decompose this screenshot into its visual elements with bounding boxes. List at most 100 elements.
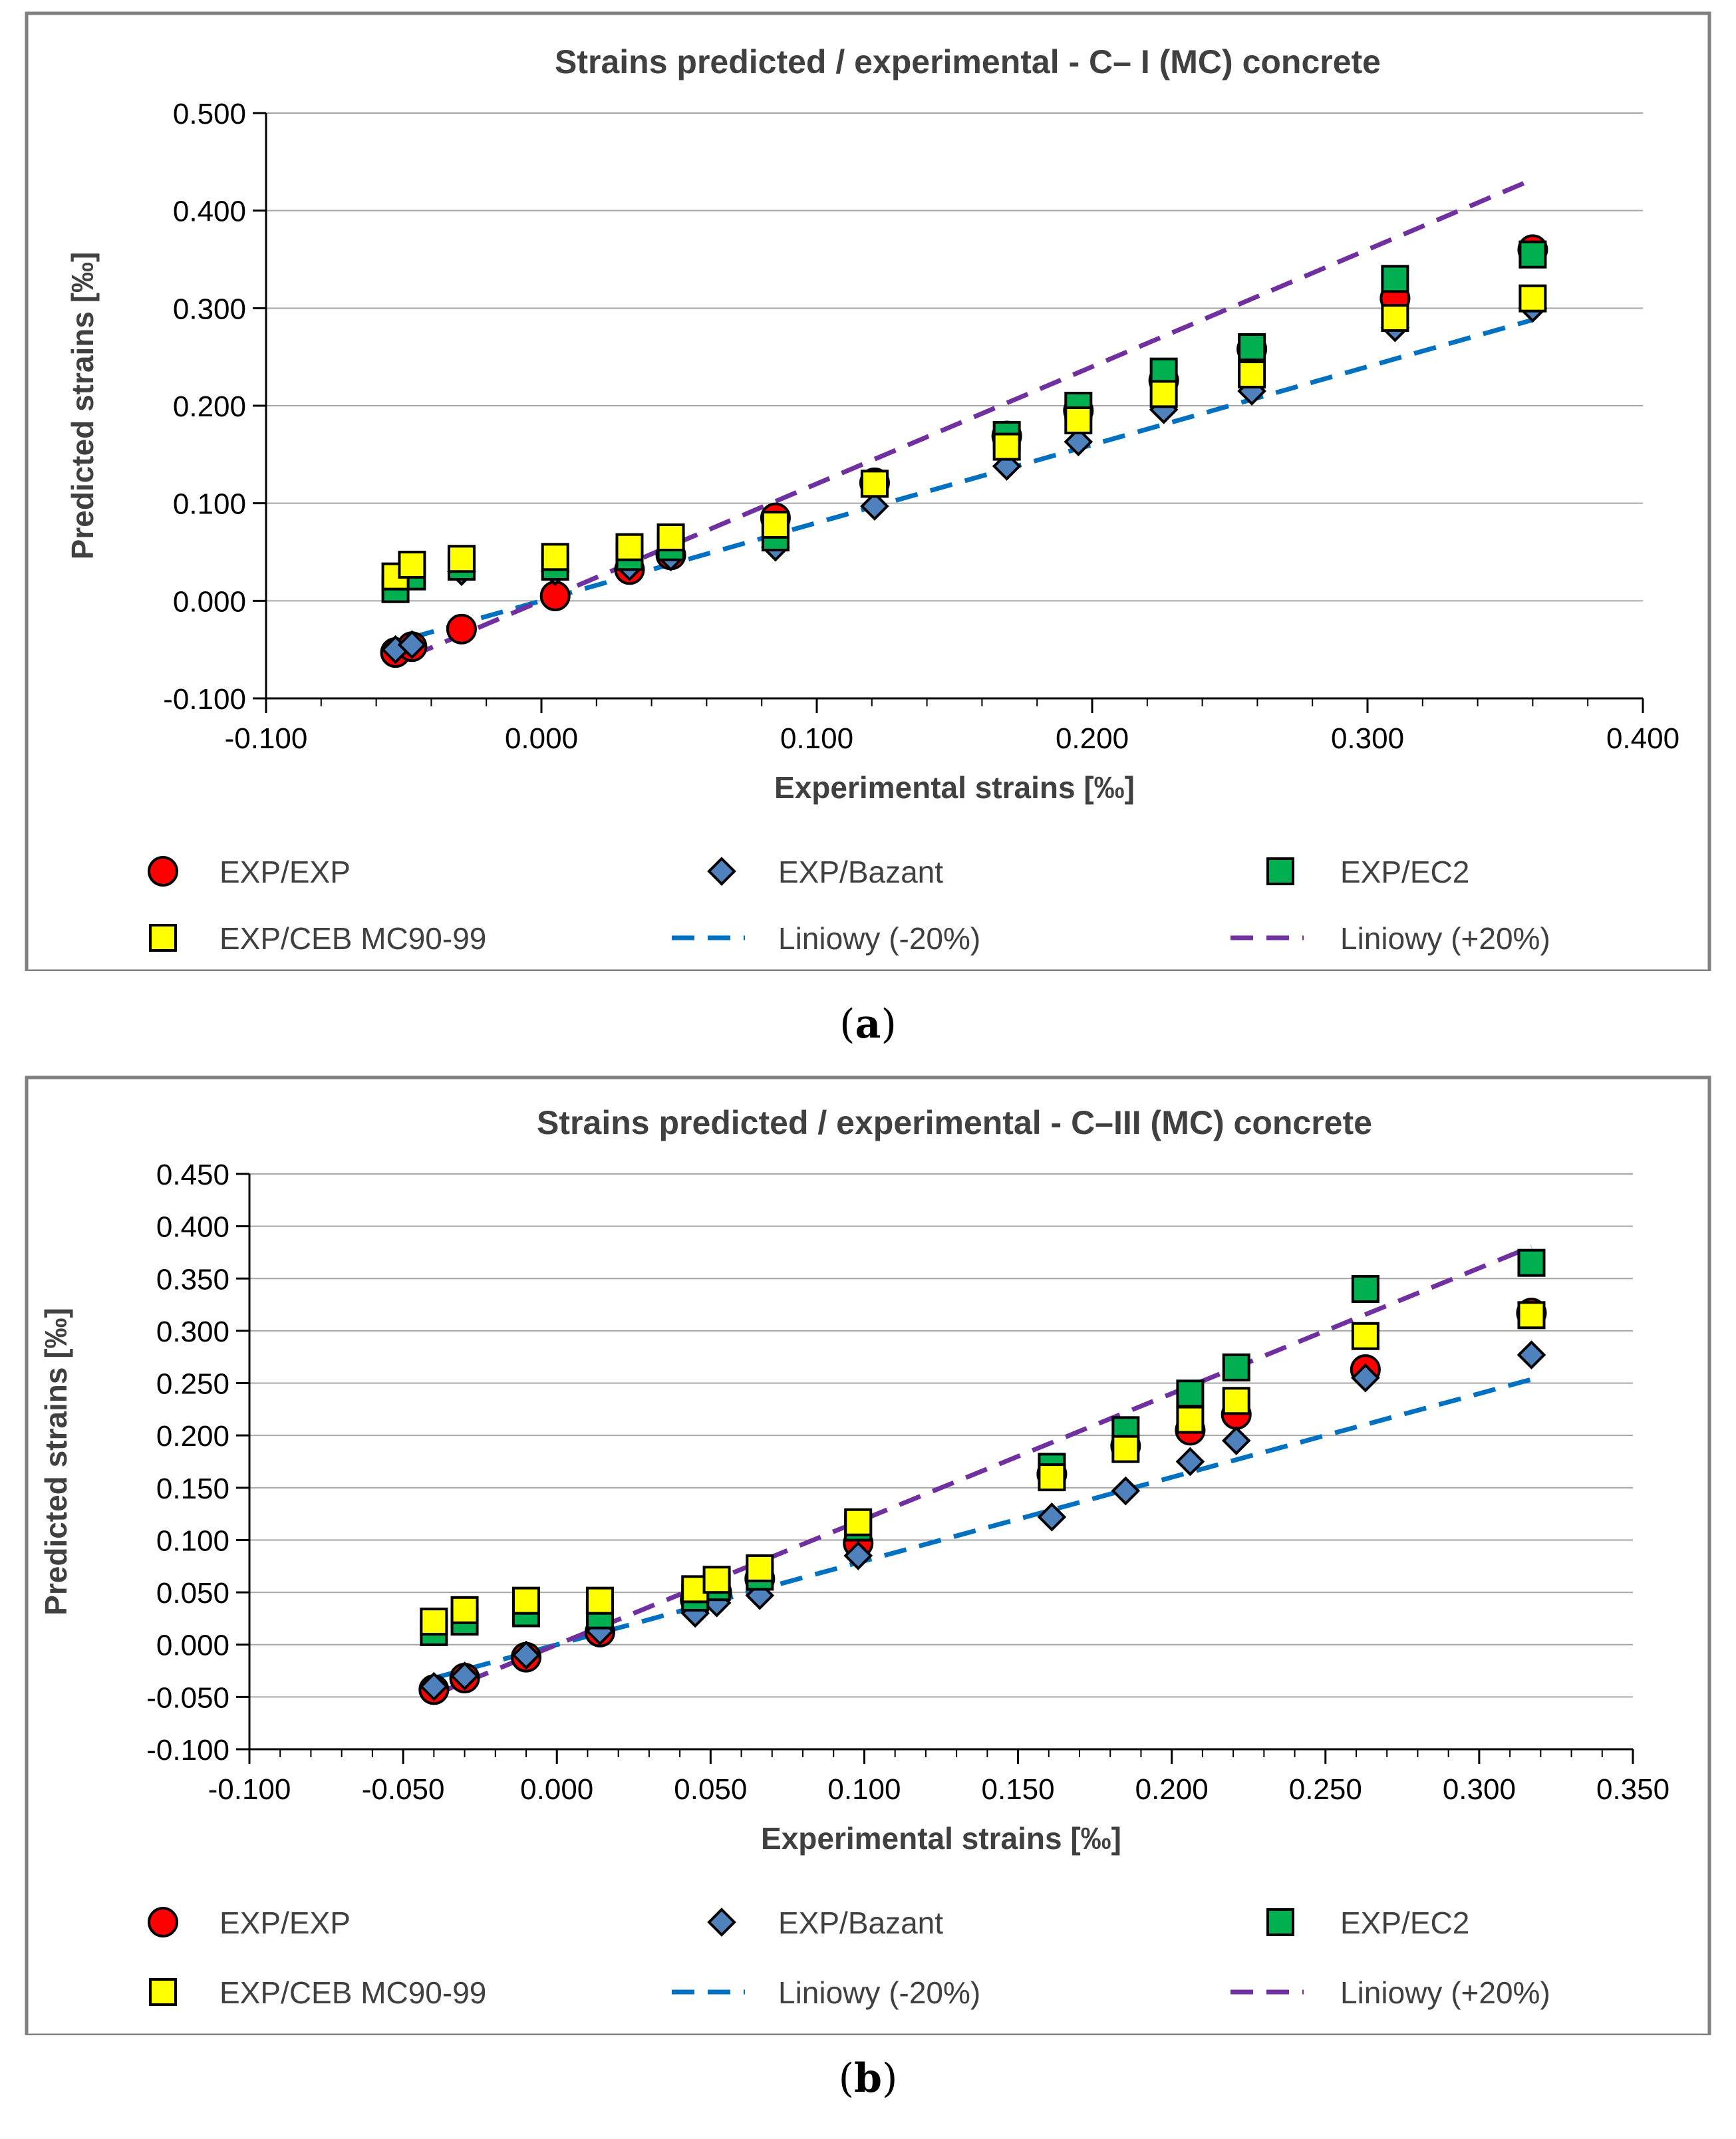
x-tick-label: -0.050 <box>362 1773 445 1806</box>
legend-item-exp-bazant: EXP/Bazant <box>707 1906 943 1940</box>
exp-ec2-point-11 <box>1222 1353 1250 1381</box>
liniowy-20-line <box>433 1377 1532 1681</box>
y-axis-label: Predicted strains [‰] <box>39 1308 73 1616</box>
legend-label: Liniowy (+20%) <box>1340 921 1550 956</box>
y-tick-label: 0.150 <box>156 1473 229 1505</box>
legend-item-liniowy-20: Liniowy (-20%) <box>672 1975 980 2010</box>
exp-ceb-mc90-99-point-13 <box>1519 284 1547 313</box>
legend-label: EXP/EXP <box>219 855 351 889</box>
legend-item-exp-ec2: EXP/EC2 <box>1266 1906 1469 1940</box>
x-tick-label: -0.100 <box>225 722 308 755</box>
exp-ceb-mc90-99-point-9 <box>1111 1435 1140 1463</box>
x-tick-label: 0.250 <box>1289 1773 1362 1806</box>
legend-label: EXP/Bazant <box>778 855 943 889</box>
legend-label: EXP/EC2 <box>1340 1906 1469 1940</box>
exp-bazant-point-9 <box>1064 427 1093 457</box>
exp-ceb-mc90-99-point-11 <box>1238 360 1266 389</box>
exp-ec2-point-legend <box>1266 857 1294 885</box>
y-tick-label: 0.100 <box>173 488 246 521</box>
y-tick-label: 0.200 <box>156 1420 229 1453</box>
exp-ec2-point-13 <box>1519 240 1547 269</box>
legend-label: EXP/CEB MC90-99 <box>219 921 486 956</box>
y-tick-label: 0.400 <box>173 196 246 228</box>
legend-item-liniowy-20: Liniowy (-20%) <box>672 921 980 956</box>
exp-ec2-point-12 <box>1351 1275 1379 1303</box>
legend-item-exp-ceb-mc90-99: EXP/CEB MC90-99 <box>149 921 486 956</box>
y-tick-label: -0.050 <box>146 1681 229 1714</box>
exp-bazant-point-0 <box>419 1671 449 1701</box>
exp-ceb-mc90-99-point-0 <box>420 1608 448 1636</box>
x-tick-label: 0.300 <box>1331 722 1404 755</box>
exp-bazant-point-7 <box>860 492 889 521</box>
liniowy-20-line <box>433 1244 1532 1697</box>
exp-ceb-mc90-99-point-10 <box>1149 380 1178 408</box>
exp-ec2-point-13 <box>1517 1248 1546 1277</box>
y-tick-label: -0.100 <box>163 683 246 716</box>
x-tick-label: 0.000 <box>505 722 578 755</box>
exp-ec2-point-10 <box>1176 1379 1205 1408</box>
panel-label-b: (b) <box>838 2055 898 2102</box>
exp-ceb-mc90-99-point-12 <box>1351 1322 1379 1350</box>
exp-bazant-point-1 <box>450 1661 480 1691</box>
exp-ceb-mc90-99-point-13 <box>1517 1301 1546 1330</box>
chart-c-i: Strains predicted / experimental - C– I … <box>25 11 1711 971</box>
exp-bazant-point-11 <box>1221 1426 1251 1455</box>
chart-title: Strains predicted / experimental - C– I … <box>555 43 1381 80</box>
legend-item-exp-exp: EXP/EXP <box>148 1906 351 1940</box>
chart-c-iii: Strains predicted / experimental - C–III… <box>25 1075 1711 2035</box>
exp-exp-point-legend <box>148 1907 178 1937</box>
exp-ceb-mc90-99-point-1 <box>450 1596 479 1624</box>
exp-ceb-mc90-99-point-legend <box>149 1978 177 2006</box>
exp-bazant-point-12 <box>1351 1363 1380 1393</box>
legend-label: Liniowy (-20%) <box>778 921 980 956</box>
exp-ceb-mc90-99-point-10 <box>1176 1405 1205 1434</box>
y-tick-label: 0.250 <box>156 1368 229 1401</box>
exp-ceb-mc90-99-point-4 <box>615 533 644 561</box>
y-tick-label: 0.050 <box>156 1577 229 1610</box>
exp-ceb-mc90-99-point-11 <box>1222 1387 1250 1415</box>
x-tick-label: 0.200 <box>1056 722 1129 755</box>
exp-bazant-series <box>419 1340 1546 1701</box>
chart-title: Strains predicted / experimental - C–III… <box>537 1104 1372 1141</box>
exp-bazant-point-8 <box>1037 1502 1067 1532</box>
y-tick-label: 0.300 <box>173 293 246 325</box>
x-tick-label: 0.000 <box>520 1773 593 1806</box>
exp-ceb-mc90-99-point-6 <box>761 510 790 539</box>
exp-bazant-point-10 <box>1175 1447 1205 1477</box>
exp-ec2-point-11 <box>1238 333 1266 361</box>
exp-ec2-point-legend <box>1266 1908 1294 1936</box>
exp-ec2-point-12 <box>1381 265 1409 293</box>
exp-ceb-mc90-99-point-2 <box>447 545 476 573</box>
legend-item-liniowy-20: Liniowy (+20%) <box>1230 921 1550 956</box>
legend-item-exp-ceb-mc90-99: EXP/CEB MC90-99 <box>149 1975 486 2010</box>
legend-item-exp-exp: EXP/EXP <box>148 855 351 889</box>
exp-ceb-mc90-99-point-8 <box>1038 1463 1066 1492</box>
legend-item-liniowy-20: Liniowy (+20%) <box>1230 1975 1550 2010</box>
exp-ceb-mc90-99-point-7 <box>844 1508 873 1536</box>
exp-ceb-mc90-99-point-5 <box>702 1566 731 1594</box>
legend-label: Liniowy (-20%) <box>778 1975 980 2010</box>
exp-bazant-point-9 <box>1111 1476 1141 1506</box>
y-tick-label: 0.400 <box>156 1211 229 1244</box>
exp-ceb-mc90-99-point-legend <box>149 924 177 952</box>
legend-label: EXP/Bazant <box>778 1906 943 1940</box>
exp-exp-point-2 <box>446 613 477 644</box>
y-tick-label: 0.200 <box>173 390 246 423</box>
x-tick-label: 0.400 <box>1606 722 1679 755</box>
panel-label-a: (a) <box>839 1001 897 1048</box>
y-tick-label: -0.100 <box>146 1734 229 1767</box>
exp-ceb-mc90-99-point-12 <box>1381 304 1409 332</box>
y-tick-label: 0.000 <box>173 585 246 618</box>
x-tick-label: -0.100 <box>208 1773 291 1806</box>
exp-exp-point-3 <box>539 581 571 611</box>
y-tick-label: 0.500 <box>173 98 246 130</box>
y-tick-label: 0.350 <box>156 1263 229 1296</box>
y-axis-label: Predicted strains [‰] <box>65 252 100 560</box>
exp-bazant-point-2 <box>511 1640 541 1670</box>
exp-bazant-point-7 <box>843 1541 873 1570</box>
y-tick-label: 0.300 <box>156 1316 229 1348</box>
exp-ceb-mc90-99-series <box>381 284 1547 591</box>
x-tick-label: 0.350 <box>1596 1773 1669 1806</box>
x-tick-label: 0.100 <box>780 722 853 755</box>
x-axis-label: Experimental strains [‰] <box>774 770 1135 805</box>
